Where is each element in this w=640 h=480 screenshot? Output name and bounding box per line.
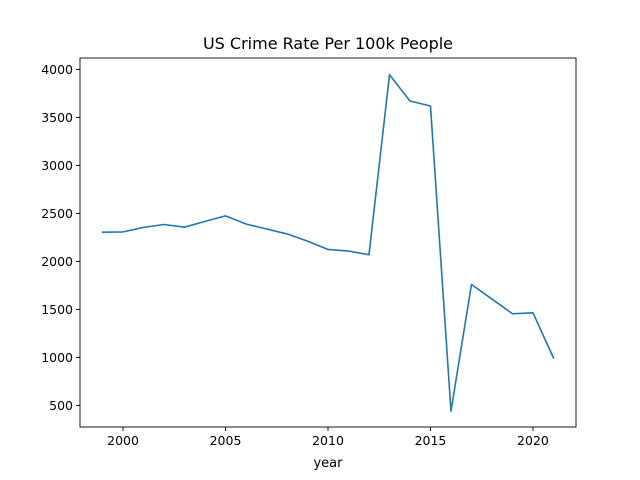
y-tick-label-500: 500 xyxy=(49,398,73,413)
x-tick-label-2010: 2010 xyxy=(312,433,344,448)
y-tick-label-2000: 2000 xyxy=(41,254,73,269)
y-tick-label-2500: 2500 xyxy=(41,206,73,221)
chart-title: US Crime Rate Per 100k People xyxy=(203,34,453,53)
x-axis-label: year xyxy=(313,456,343,471)
x-tick-label-2005: 2005 xyxy=(210,433,242,448)
y-tick-label-1000: 1000 xyxy=(41,350,73,365)
y-axis: 500 1000 1500 2000 2500 3000 3500 4000 xyxy=(41,62,80,413)
y-tick-label-4000: 4000 xyxy=(41,62,73,77)
y-tick-label-1500: 1500 xyxy=(41,302,73,317)
series-line-0 xyxy=(101,73,555,412)
y-tick-label-3500: 3500 xyxy=(41,110,73,125)
x-tick-label-2015: 2015 xyxy=(415,433,447,448)
x-tick-label-2000: 2000 xyxy=(107,433,139,448)
y-tick-label-3000: 3000 xyxy=(41,158,73,173)
x-axis: 2000 2005 2010 2015 2020 xyxy=(107,427,549,448)
x-tick-label-2020: 2020 xyxy=(517,433,549,448)
plot-area xyxy=(101,73,555,412)
